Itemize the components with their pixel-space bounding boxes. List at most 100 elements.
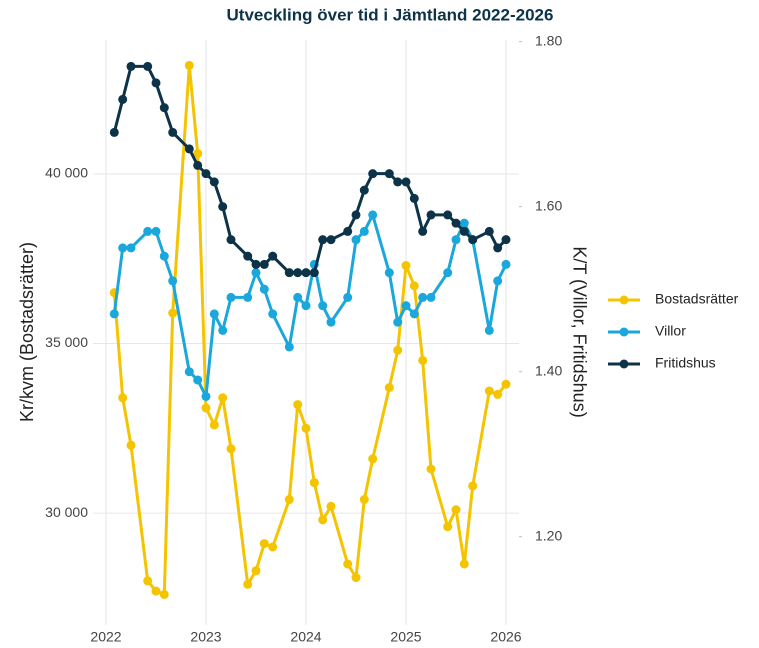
legend-label: Bostadsrätter: [655, 291, 739, 307]
point: [443, 522, 453, 532]
point: [484, 386, 494, 396]
y-tick-label: 40 000: [45, 165, 88, 181]
y2-axis-title: K/T (Villor, Fritidshus): [569, 246, 589, 417]
x-tick-label: 2025: [390, 629, 421, 645]
x-tick-label: 2026: [490, 629, 521, 645]
point: [151, 226, 161, 236]
point: [368, 210, 378, 220]
point: [351, 573, 361, 583]
point: [368, 169, 378, 179]
y2-tick-label: 1.40: [535, 362, 562, 378]
point: [401, 261, 411, 271]
point: [251, 268, 261, 278]
point: [151, 586, 161, 596]
point: [359, 185, 369, 195]
point: [451, 505, 461, 515]
point: [201, 391, 211, 401]
point: [393, 317, 403, 327]
y-tick-label: 30 000: [45, 504, 88, 520]
point: [126, 243, 136, 253]
point: [468, 235, 478, 245]
point: [409, 193, 419, 203]
point: [218, 325, 228, 335]
point: [384, 268, 394, 278]
point: [301, 268, 311, 278]
point: [184, 144, 194, 154]
point: [318, 301, 328, 311]
series-line: [112, 63, 508, 596]
point: [193, 160, 203, 170]
point: [393, 345, 403, 355]
point: [426, 210, 436, 220]
point: [409, 309, 419, 319]
point: [218, 202, 228, 212]
x-tick-label: 2022: [90, 629, 121, 645]
legend-marker: [619, 327, 629, 337]
point: [126, 440, 136, 450]
point: [143, 576, 153, 586]
y2-tick-label: 1.60: [535, 197, 562, 213]
point: [293, 292, 303, 302]
series-line: [112, 213, 508, 398]
point: [443, 210, 453, 220]
point: [226, 444, 236, 454]
point: [401, 301, 411, 311]
point: [359, 495, 369, 505]
point: [351, 210, 361, 220]
series-line: [112, 64, 508, 275]
point: [318, 515, 328, 525]
point: [251, 259, 261, 269]
point: [451, 218, 461, 228]
point: [243, 579, 253, 589]
point: [243, 251, 253, 261]
point: [268, 542, 278, 552]
point: [426, 464, 436, 474]
point: [118, 243, 128, 253]
point: [351, 235, 361, 245]
point: [393, 177, 403, 187]
x-tick-label: 2024: [290, 629, 321, 645]
point: [143, 226, 153, 236]
point: [451, 235, 461, 245]
legend-label: Fritidshus: [655, 355, 716, 371]
point: [368, 454, 378, 464]
point: [184, 60, 194, 70]
point: [493, 389, 503, 399]
point: [443, 268, 453, 278]
point: [459, 559, 469, 569]
point: [293, 268, 303, 278]
legend-marker: [619, 359, 629, 369]
point: [468, 481, 478, 491]
point: [493, 243, 503, 253]
legend-label: Villor: [655, 323, 686, 339]
y-tick-label: 35 000: [45, 334, 88, 350]
point: [184, 367, 194, 377]
point: [426, 292, 436, 302]
legend-marker: [619, 295, 629, 305]
point: [409, 281, 419, 291]
y2-tick-label: 1.80: [535, 32, 562, 48]
point: [301, 301, 311, 311]
point: [343, 559, 353, 569]
point: [259, 259, 269, 269]
point: [118, 94, 128, 104]
point: [218, 393, 228, 403]
point: [159, 103, 169, 113]
point: [201, 403, 211, 413]
point: [293, 400, 303, 410]
point: [301, 423, 311, 433]
y-axis-title: Kr/kvm (Bostadsrätter): [17, 242, 37, 422]
point: [126, 61, 136, 71]
point: [418, 292, 428, 302]
point: [326, 235, 336, 245]
point: [243, 292, 253, 302]
point: [501, 235, 511, 245]
point: [359, 226, 369, 236]
point: [259, 539, 269, 549]
point: [284, 342, 294, 352]
point: [226, 292, 236, 302]
point: [309, 478, 319, 488]
point: [226, 235, 236, 245]
point: [343, 226, 353, 236]
point: [284, 495, 294, 505]
